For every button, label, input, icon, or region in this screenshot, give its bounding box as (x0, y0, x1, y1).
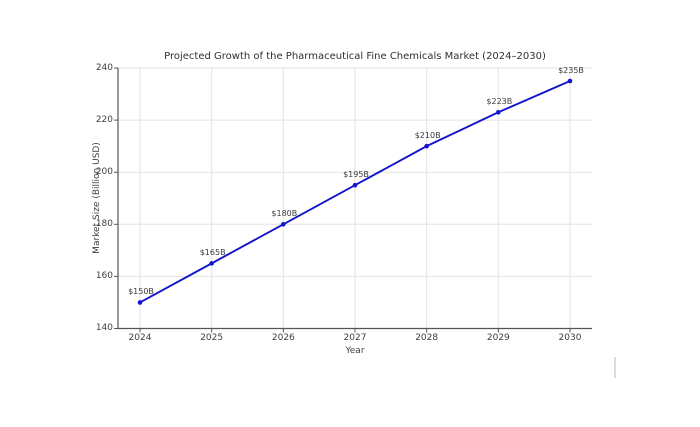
data-point (352, 182, 358, 188)
y-tick-label: 220 (95, 114, 113, 125)
data-point-label: $165B (199, 248, 226, 258)
data-point-label: $195B (343, 170, 369, 180)
stray-artifact-line (614, 357, 616, 378)
y-tick-label: 160 (95, 270, 113, 281)
y-tick-label: 240 (95, 62, 113, 73)
data-point-label: $150B (128, 287, 154, 297)
x-tick-label: 2026 (271, 333, 295, 343)
y-tick-label: 200 (95, 166, 113, 177)
data-point (496, 109, 501, 115)
data-point (424, 143, 429, 149)
x-tick-label: 2030 (558, 333, 582, 343)
data-point (281, 222, 286, 227)
x-tick-label: 2028 (415, 333, 439, 343)
x-tick-label: 2024 (128, 333, 152, 343)
y-tick-label: 140 (95, 323, 113, 333)
data-point-label: $210B (414, 131, 441, 141)
data-point (567, 78, 573, 84)
data-point-label: $180B (271, 209, 298, 219)
x-axis-title: Year (345, 346, 365, 356)
data-point-label: $235B (558, 66, 584, 76)
data-point (137, 300, 143, 305)
x-tick-label: 2027 (343, 333, 367, 343)
chart-title: Projected Growth of the Pharmaceutical F… (164, 51, 546, 62)
data-point (209, 261, 214, 266)
x-tick-label: 2029 (486, 333, 510, 343)
y-tick-label: 180 (95, 218, 113, 229)
data-point-label: $223B (486, 97, 513, 107)
x-tick-label: 2025 (200, 333, 224, 343)
